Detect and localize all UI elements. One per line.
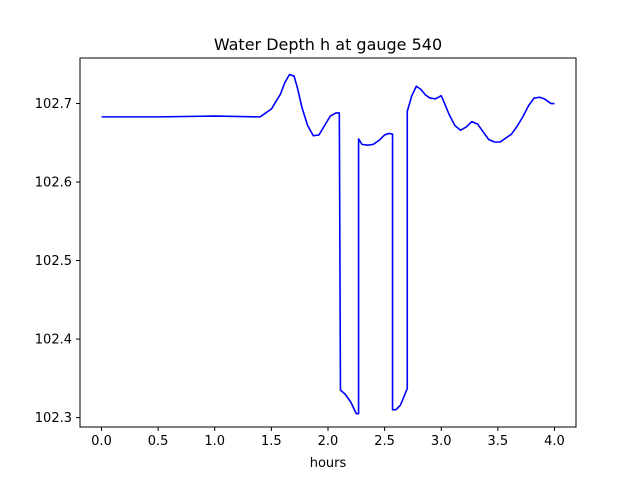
series-line — [101, 73, 555, 415]
x-tick-label: 3.5 — [488, 434, 509, 449]
x-tick-label: 1.0 — [204, 434, 225, 449]
y-tick-label: 102.7 — [35, 97, 72, 112]
x-tick-label: 0.5 — [148, 434, 169, 449]
y-tick-label: 102.6 — [35, 176, 72, 191]
x-axis-ticks: 0.0 0.5 1.0 1.5 2.0 2.5 3.0 3.5 4.0 — [91, 427, 565, 449]
chart-title: Water Depth h at gauge 540 — [214, 35, 442, 54]
plot-frame — [79, 57, 577, 428]
series-layer — [101, 73, 555, 415]
y-tick-label: 102.3 — [35, 411, 72, 426]
plot-area — [80, 58, 576, 427]
x-tick-label: 0.0 — [91, 434, 112, 449]
x-tick-label: 2.0 — [318, 434, 339, 449]
x-tick-label: 1.5 — [261, 434, 282, 449]
y-tick-label: 102.5 — [35, 254, 72, 269]
x-tick-label: 3.0 — [431, 434, 452, 449]
y-tick-label: 102.4 — [35, 333, 72, 348]
x-tick-label: 4.0 — [544, 434, 565, 449]
x-axis-label: hours — [310, 456, 347, 471]
y-axis-ticks: 102.3 102.4 102.5 102.6 102.7 — [35, 97, 80, 426]
x-tick-label: 2.5 — [374, 434, 395, 449]
